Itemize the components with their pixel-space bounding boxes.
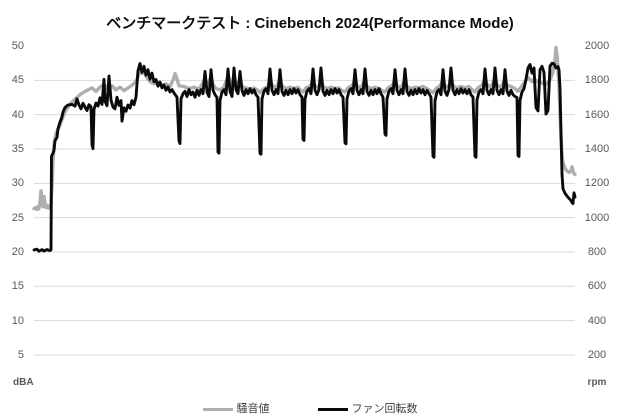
fan-rpm-line-swatch (317, 407, 348, 411)
left-axis-tick: 35 (11, 142, 24, 155)
legend-label-fan-rpm: ファン回転数 (351, 403, 418, 415)
right-axis-tick: 1600 (584, 108, 610, 121)
chart-legend: 騒音値 ファン回転数 (0, 400, 620, 418)
right-axis-tick: 400 (587, 314, 607, 327)
right-axis-tick: 600 (587, 280, 607, 293)
right-axis-tick: 2000 (584, 40, 610, 52)
fan-rpm-line (32, 61, 577, 253)
legend-label-noise: 騒音値 (236, 403, 270, 415)
left-axis-tick: 10 (11, 314, 24, 327)
noise-line (32, 45, 577, 212)
legend-item-fan-rpm: ファン回転数 (317, 402, 418, 416)
right-axis-tick: 800 (587, 245, 607, 258)
left-axis-unit-label: dBA (13, 377, 34, 388)
right-axis-unit-label: rpm (587, 377, 607, 388)
chart-title: ベンチマークテスト : Cinebench 2024(Performance M… (106, 15, 514, 32)
left-axis-tick: 25 (11, 211, 24, 224)
left-axis-tick: 40 (11, 108, 24, 121)
left-axis-tick: 45 (11, 74, 24, 87)
legend-item-noise: 騒音値 (202, 402, 270, 416)
right-axis-tick: 1800 (584, 74, 610, 87)
left-axis-tick: 15 (11, 280, 24, 293)
left-axis-tick: 30 (11, 177, 24, 190)
right-axis-tick: 1200 (584, 177, 610, 190)
right-axis-tick: 1400 (584, 142, 610, 155)
right-axis-tick: 200 (587, 348, 607, 361)
left-axis-tick: 5 (17, 348, 24, 361)
noise-line-swatch (202, 407, 233, 411)
left-axis-tick: 20 (11, 245, 24, 258)
right-axis-tick: 1000 (584, 211, 610, 224)
left-axis-tick: 50 (11, 40, 24, 52)
